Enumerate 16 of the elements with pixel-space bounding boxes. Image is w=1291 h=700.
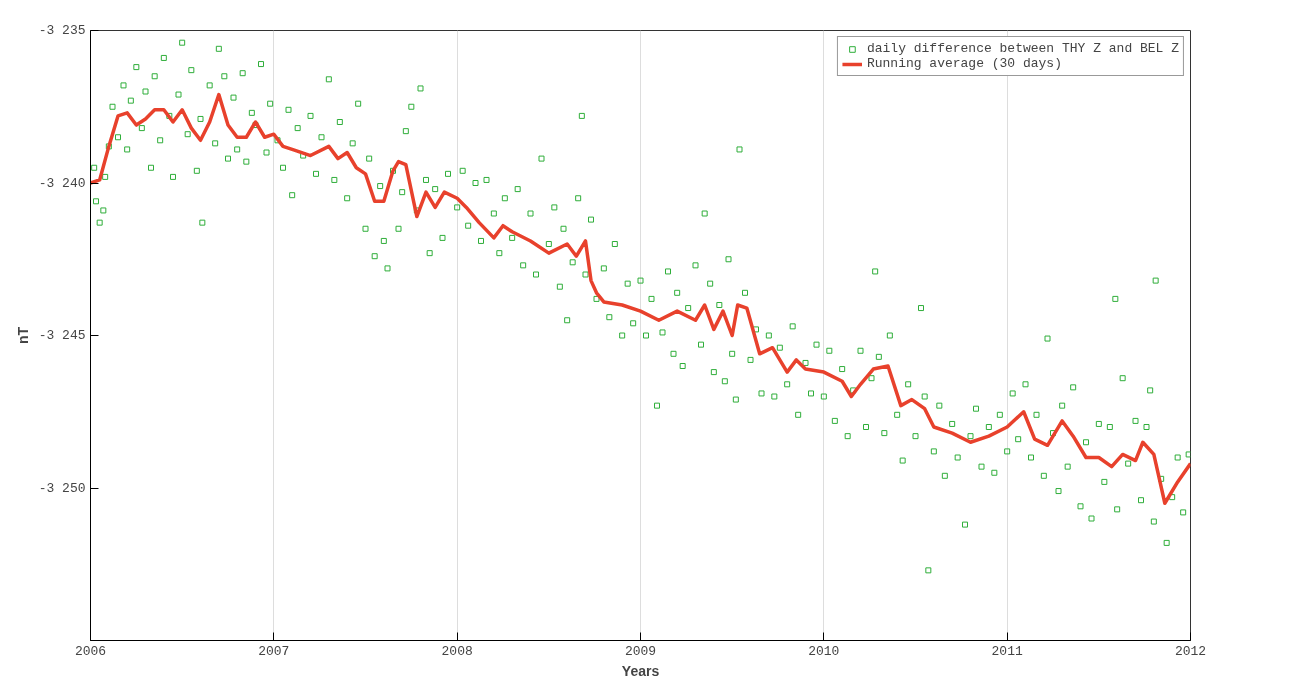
line-series (90, 92, 1191, 505)
x-tick-label: 2007 (258, 643, 290, 659)
x-tick-label: 2009 (624, 643, 657, 659)
legend-label: daily difference between THY Z and BEL Z (866, 41, 1179, 56)
legend-label: Running average (30 days) (866, 56, 1062, 71)
x-tick-label: 2010 (808, 643, 840, 659)
x-tick-label: 2012 (1174, 643, 1207, 659)
x-axis-title: Years (621, 662, 660, 679)
y-tick-label: -3 240 (38, 175, 86, 191)
x-tick-label: 2008 (441, 643, 473, 659)
y-axis-title: nT (14, 326, 31, 345)
y-tick-label: -3 235 (38, 23, 86, 38)
y-tick-label: -3 250 (38, 480, 86, 496)
x-tick-label: 2006 (74, 643, 107, 659)
y-tick-label: -3 245 (38, 328, 86, 343)
x-tick-label: 2011 (991, 643, 1023, 659)
